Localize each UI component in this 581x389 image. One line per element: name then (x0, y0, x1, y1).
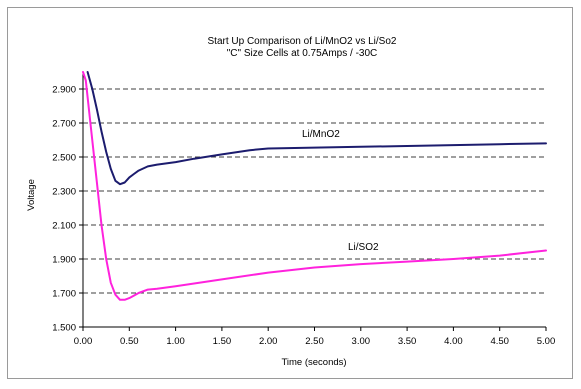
y-tick-label: 1.500 (52, 323, 76, 334)
x-axis-label: Time (seconds) (281, 357, 346, 368)
x-tick-label: 0.50 (120, 336, 139, 347)
x-tick-label: 5.00 (537, 336, 556, 347)
gridlines (83, 88, 546, 294)
y-tick-label: 2.100 (52, 221, 76, 232)
chart-title: Start Up Comparison of Li/MnO2 vs Li/So2 (208, 36, 397, 47)
series-line-1 (82, 71, 547, 301)
y-tick-label: 2.900 (52, 85, 76, 96)
x-tick-label: 2.00 (259, 336, 278, 347)
x-tick-label: 0.00 (74, 336, 93, 347)
x-tick-label: 2.50 (305, 336, 324, 347)
x-tick-label: 1.00 (166, 336, 185, 347)
y-tick-label: 2.300 (52, 187, 76, 198)
y-tick-label: 2.700 (52, 119, 76, 130)
y-axis-label: Voltage (26, 179, 37, 211)
y-tick-label: 1.700 (52, 289, 76, 300)
x-tick-label: 4.50 (490, 336, 509, 347)
y-axis-ticks: 1.500 1.700 1.900 2.100 2.300 2.500 2.700 2.900 (52, 85, 83, 334)
series-line-0 (86, 71, 547, 186)
y-tick-label: 2.500 (52, 153, 76, 164)
x-tick-label: 3.50 (398, 336, 417, 347)
chart-subtitle: "C" Size Cells at 0.75Amps / -30C (227, 48, 378, 59)
x-tick-label: 4.00 (444, 336, 463, 347)
series-lines (82, 71, 547, 301)
y-tick-label: 1.900 (52, 255, 76, 266)
series-label-liso2: Li/SO2 (348, 242, 379, 253)
x-axis-ticks: 0.00 0.50 1.00 1.50 2.00 2.50 3.00 3.50 4.00 4.50… (74, 327, 556, 347)
x-tick-label: 1.50 (213, 336, 232, 347)
x-tick-label: 3.00 (352, 336, 371, 347)
chart-frame (7, 7, 573, 379)
series-label-limno2: Li/MnO2 (302, 129, 340, 140)
